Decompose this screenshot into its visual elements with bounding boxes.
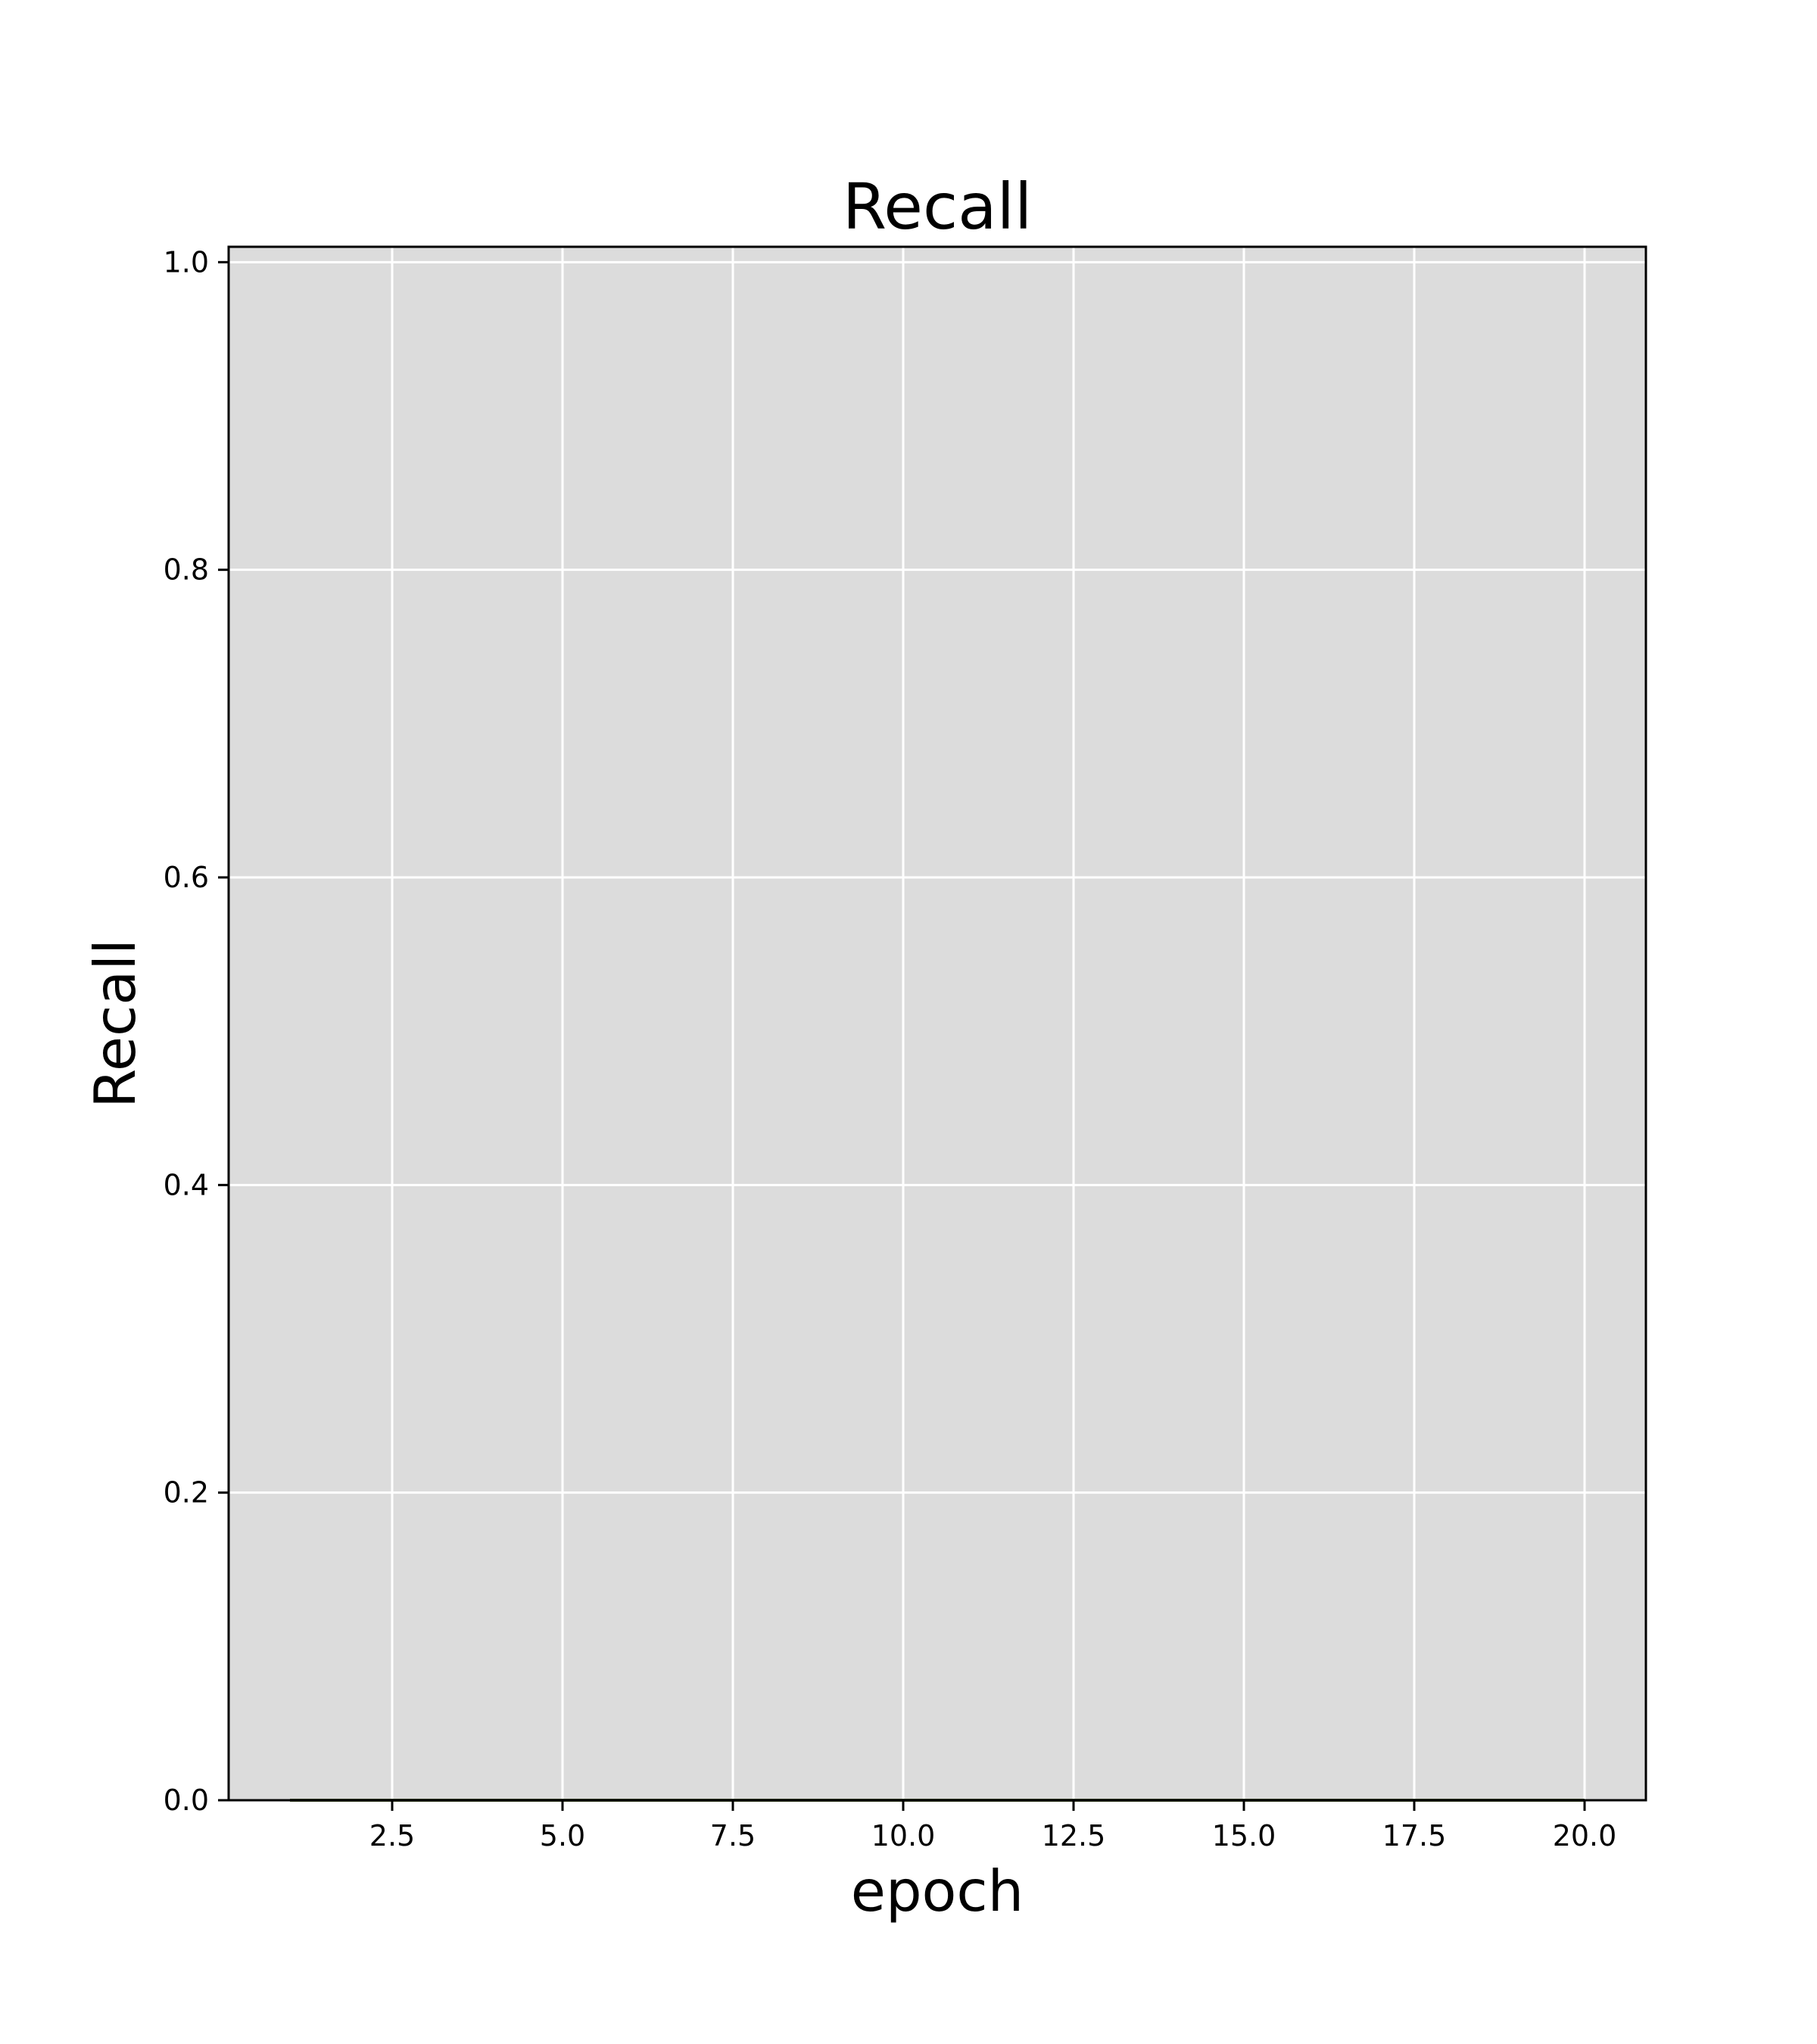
- y-tick-label: 0.8: [164, 553, 209, 587]
- y-axis: 0.0 0.2 0.4 0.6 0.8 1.0: [164, 245, 229, 1817]
- x-tick-label: 15.0: [1212, 1819, 1276, 1852]
- x-axis: 2.5 5.0 7.5 10.0 12.5 15.0 17.5 20.0: [369, 1800, 1617, 1852]
- grid-lines: [229, 247, 1646, 1802]
- x-tick-label: 2.5: [369, 1819, 415, 1852]
- x-tick-label: 17.5: [1382, 1819, 1447, 1852]
- y-tick-label: 1.0: [164, 245, 209, 279]
- x-tick-label: 10.0: [871, 1819, 936, 1852]
- y-axis-label: Recall: [82, 939, 148, 1108]
- y-tick-label: 0.0: [164, 1784, 209, 1817]
- plot-frame: [227, 245, 1647, 1802]
- x-tick-label: 5.0: [540, 1819, 585, 1852]
- y-tick-label: 0.4: [164, 1168, 209, 1201]
- x-tick-label: 20.0: [1553, 1819, 1617, 1852]
- x-tick-label: 12.5: [1042, 1819, 1106, 1852]
- x-axis-label: epoch: [851, 1858, 1024, 1924]
- y-tick-label: 0.2: [164, 1476, 209, 1510]
- plot-area: [229, 247, 1646, 1800]
- chart-title: Recall: [843, 170, 1033, 244]
- x-tick-label: 7.5: [710, 1819, 756, 1852]
- y-tick-label: 0.6: [164, 861, 209, 894]
